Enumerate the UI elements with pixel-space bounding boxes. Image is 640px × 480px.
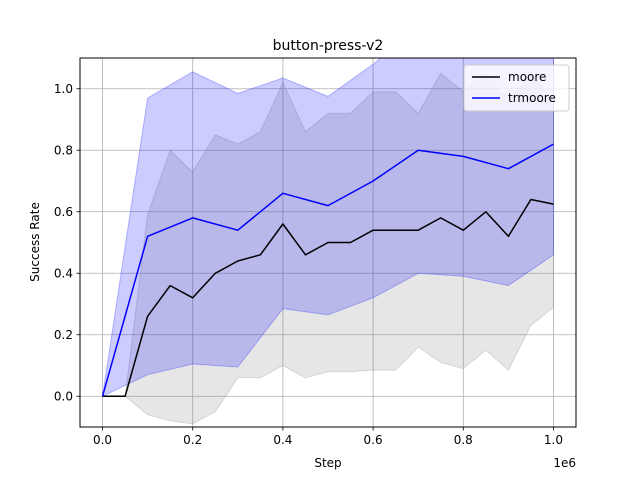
y-tick-label: 0.4 [54, 266, 73, 280]
y-tick-label: 0.6 [54, 205, 73, 219]
x-tick-label: 1.0 [544, 433, 563, 447]
y-tick-label: 0.8 [54, 143, 73, 157]
x-offset-label: 1e6 [553, 456, 576, 470]
x-axis-label: Step [314, 456, 341, 470]
y-tick-label: 0.2 [54, 328, 73, 342]
y-axis-label: Success Rate [28, 202, 42, 282]
line-moore [102, 198, 554, 398]
x-tick-label: 0.2 [183, 433, 202, 447]
confidence-bands [101, 58, 554, 425]
x-axis-ticks: 0.0 0.2 0.4 0.6 0.8 1.0 [93, 427, 563, 447]
x-tick-label: 0.8 [454, 433, 473, 447]
plot-frame [79, 57, 577, 428]
legend-label-moore: moore [508, 70, 546, 84]
x-tick-label: 0.4 [273, 433, 292, 447]
grid [80, 58, 576, 427]
chart-title: button-press-v2 [273, 38, 384, 54]
series-lines [101, 143, 554, 398]
line-trmoore [101, 143, 554, 397]
legend-label-trmoore: trmoore [508, 91, 556, 105]
x-tick-label: 0.6 [364, 433, 383, 447]
x-tick-label: 0.0 [93, 433, 112, 447]
y-axis-ticks: 0.0 0.2 0.4 0.6 0.8 1.0 [54, 82, 80, 403]
y-tick-label: 1.0 [54, 82, 73, 96]
legend: moore trmoore [463, 64, 570, 112]
y-tick-label: 0.0 [54, 389, 73, 403]
